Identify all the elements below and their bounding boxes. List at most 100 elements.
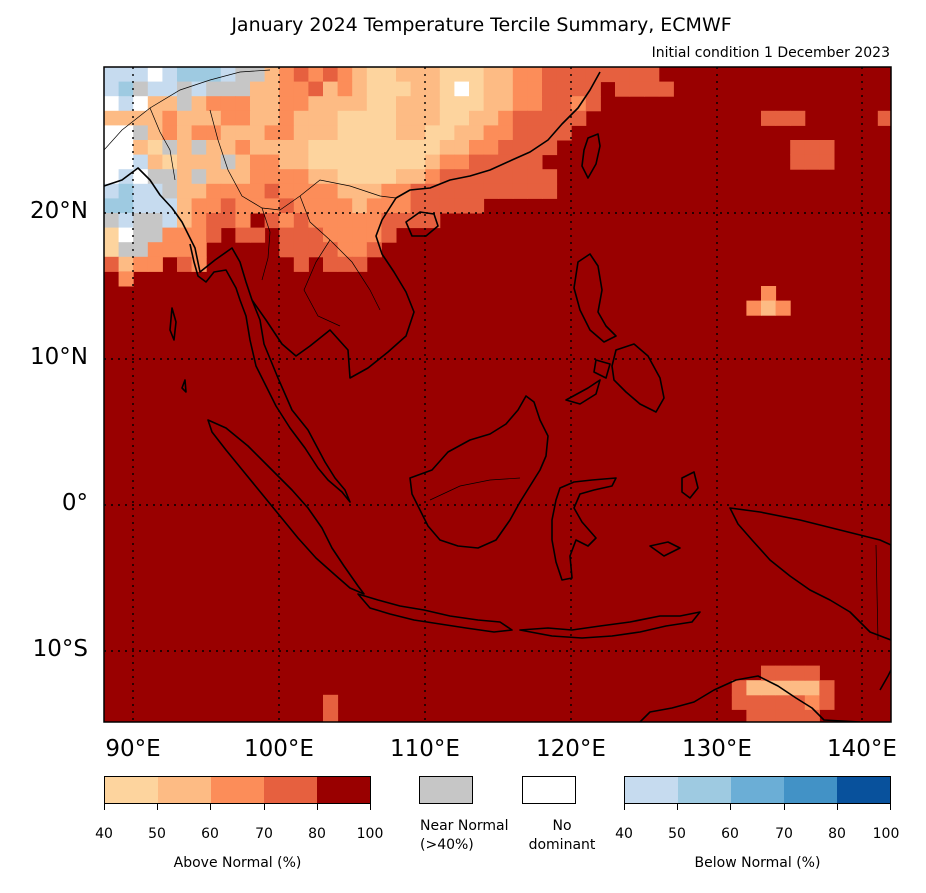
forecast-cell bbox=[104, 96, 120, 112]
forecast-cell bbox=[118, 110, 134, 126]
forecast-cell bbox=[133, 81, 149, 97]
forecast-cell bbox=[483, 110, 499, 126]
forecast-cell bbox=[512, 110, 528, 126]
forecast-cell bbox=[191, 125, 207, 141]
forecast-cell bbox=[133, 140, 149, 156]
forecast-cell bbox=[352, 256, 368, 272]
forecast-cell bbox=[337, 256, 353, 272]
forecast-cell bbox=[177, 67, 193, 83]
forecast-cell bbox=[410, 81, 426, 97]
forecast-cell bbox=[425, 213, 441, 229]
forecast-cell bbox=[264, 96, 280, 112]
forecast-cell bbox=[323, 242, 339, 258]
forecast-cell bbox=[206, 227, 222, 243]
forecast-cell bbox=[469, 198, 485, 214]
forecast-cell bbox=[658, 81, 674, 97]
above-seg-40-50 bbox=[105, 777, 158, 803]
forecast-cell bbox=[133, 227, 149, 243]
forecast-cell bbox=[133, 183, 149, 199]
forecast-cell bbox=[381, 154, 397, 170]
forecast-cell bbox=[337, 183, 353, 199]
forecast-cell bbox=[337, 110, 353, 126]
country-borders bbox=[104, 69, 879, 641]
forecast-cell bbox=[396, 125, 412, 141]
forecast-cell bbox=[147, 242, 163, 258]
forecast-cell bbox=[220, 154, 236, 170]
forecast-cell bbox=[235, 169, 251, 185]
forecast-cell bbox=[177, 81, 193, 97]
no-dominant-swatch bbox=[522, 776, 576, 804]
forecast-cell bbox=[527, 125, 543, 141]
forecast-cell bbox=[104, 125, 120, 141]
no-dominant-label: No dominant bbox=[528, 818, 596, 853]
forecast-cell bbox=[264, 67, 280, 83]
forecast-cell bbox=[206, 110, 222, 126]
forecast-cell bbox=[571, 110, 587, 126]
gridlines bbox=[104, 67, 891, 722]
forecast-cell bbox=[264, 169, 280, 185]
forecast-cell bbox=[352, 227, 368, 243]
below-seg-50-60 bbox=[678, 777, 731, 803]
forecast-cell bbox=[542, 140, 558, 156]
above-seg-70-80 bbox=[264, 777, 317, 803]
forecast-cell bbox=[308, 96, 324, 112]
forecast-cell bbox=[323, 256, 339, 272]
lat-label-10n: 10°N bbox=[30, 344, 88, 370]
forecast-cell bbox=[293, 169, 309, 185]
lon-label-120e: 120°E bbox=[536, 736, 606, 762]
forecast-cell bbox=[147, 140, 163, 156]
forecast-cell bbox=[279, 81, 295, 97]
above-seg-80-100 bbox=[317, 777, 370, 803]
forecast-cell bbox=[191, 227, 207, 243]
forecast-cell bbox=[877, 110, 891, 126]
forecast-cell bbox=[512, 125, 528, 141]
forecast-cell bbox=[629, 81, 645, 97]
forecast-cell bbox=[483, 125, 499, 141]
forecast-cell bbox=[454, 154, 470, 170]
forecast-cell bbox=[790, 680, 806, 696]
forecast-cell bbox=[790, 140, 806, 156]
forecast-cell bbox=[352, 81, 368, 97]
below-normal-colorbar bbox=[624, 776, 891, 804]
forecast-cell bbox=[235, 81, 251, 97]
lat-label-10s: 10°S bbox=[32, 636, 88, 662]
above-tick: 70 bbox=[255, 826, 273, 842]
forecast-cell bbox=[104, 81, 120, 97]
forecast-cell bbox=[454, 110, 470, 126]
forecast-cell bbox=[425, 125, 441, 141]
forecast-cell bbox=[410, 198, 426, 214]
forecast-cell bbox=[206, 125, 222, 141]
forecast-cell bbox=[293, 125, 309, 141]
forecast-cell bbox=[410, 213, 426, 229]
forecast-cell bbox=[425, 140, 441, 156]
forecast-cell bbox=[293, 242, 309, 258]
forecast-cell bbox=[104, 213, 120, 229]
forecast-cell bbox=[542, 110, 558, 126]
forecast-cell bbox=[410, 96, 426, 112]
forecast-cell bbox=[118, 140, 134, 156]
below-tick: 100 bbox=[872, 826, 900, 842]
forecast-cell bbox=[352, 183, 368, 199]
forecast-cell bbox=[352, 169, 368, 185]
forecast-cell bbox=[410, 67, 426, 83]
forecast-cell bbox=[396, 169, 412, 185]
forecast-cell bbox=[775, 300, 791, 316]
forecast-cell bbox=[104, 183, 120, 199]
forecast-cell bbox=[177, 227, 193, 243]
forecast-cell bbox=[439, 169, 455, 185]
forecast-cell bbox=[323, 81, 339, 97]
forecast-cell bbox=[366, 125, 382, 141]
forecast-cell bbox=[746, 709, 762, 722]
forecast-cell bbox=[454, 169, 470, 185]
forecast-cell bbox=[293, 183, 309, 199]
forecast-cell bbox=[775, 694, 791, 710]
forecast-cell bbox=[746, 300, 762, 316]
forecast-cell bbox=[191, 198, 207, 214]
forecast-cell bbox=[761, 694, 777, 710]
forecast-cell bbox=[366, 154, 382, 170]
forecast-cell bbox=[323, 110, 339, 126]
forecast-cell bbox=[191, 110, 207, 126]
forecast-cell bbox=[279, 169, 295, 185]
forecast-cell bbox=[293, 96, 309, 112]
forecast-cell bbox=[250, 67, 266, 83]
